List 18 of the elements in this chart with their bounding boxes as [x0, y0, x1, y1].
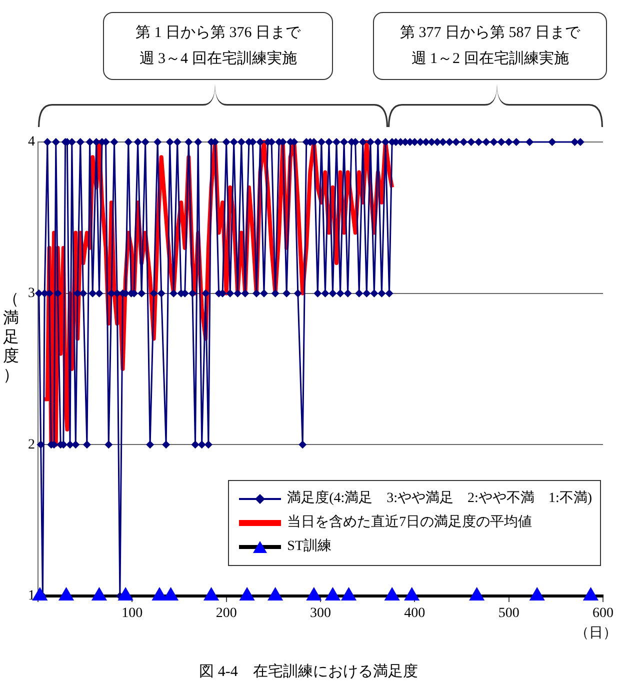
x-tick-label: 500 — [498, 606, 520, 622]
text: 第 377 日から第 587 日まで週 1～2 回在宅訓練実施 — [399, 24, 582, 69]
legend-label: 満足度(4:満足 3:やや満足 2:やや不満 1:不満) — [287, 489, 592, 508]
x-tick-label: 100 — [122, 606, 143, 622]
caption: 図 4-4 在宅訓練における満足度 — [198, 662, 419, 681]
x-tick-label: 200 — [216, 606, 237, 622]
y-tick-label: 2 — [28, 437, 35, 452]
text: 第 1 日から第 376 日まで週 3～4 回在宅訓練実施 — [134, 24, 302, 69]
legend-label: ST訓練 — [287, 538, 332, 556]
y-tick-label: 3 — [28, 286, 35, 302]
x-axis-title: （日） — [575, 625, 617, 642]
y-axis-title: （満足度） — [2, 290, 20, 385]
x-tick-label: 300 — [310, 606, 331, 622]
legend-label: 当日を含めた直近7日の満足度の平均値 — [287, 513, 532, 532]
x-tick-label: 600 — [592, 606, 614, 622]
y-tick-label: 1 — [28, 588, 35, 604]
y-tick-label: 4 — [28, 134, 35, 150]
x-tick-label: 400 — [404, 606, 426, 622]
